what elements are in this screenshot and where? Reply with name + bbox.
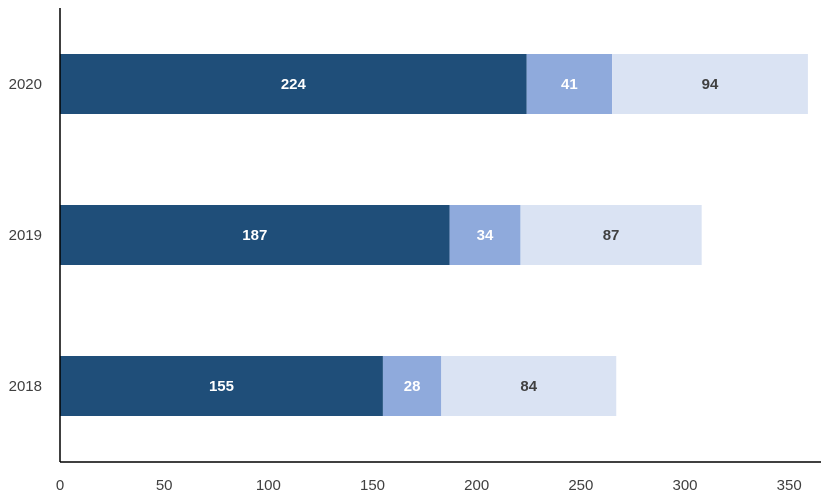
bar-2020-segment-1 (60, 54, 527, 114)
bar-2019-segment-1 (60, 205, 450, 265)
category-label-2020: 2020 (9, 76, 42, 93)
x-tick-label-150: 150 (360, 477, 385, 494)
data-label-2020-segment-1: 224 (281, 76, 307, 93)
data-label-2019-segment-2: 34 (477, 227, 494, 244)
bar-2018-segment-1 (60, 356, 383, 416)
x-tick-label-100: 100 (256, 477, 281, 494)
data-label-2018-segment-2: 28 (404, 378, 421, 395)
x-tick-label-0: 0 (56, 477, 64, 494)
x-tick-labels: 0 50 100 150 200 250 300 350 (56, 477, 802, 494)
x-tick-label-50: 50 (156, 477, 173, 494)
bar-2018-segment-3 (441, 356, 617, 416)
data-label-2019-segment-1: 187 (242, 227, 267, 244)
category-label-2018: 2018 (9, 378, 42, 395)
axes-group (59, 8, 821, 463)
data-label-2018-segment-1: 155 (209, 378, 234, 395)
data-labels-group: 224 41 94 187 34 87 155 28 84 (209, 76, 719, 395)
bar-2020-segment-3 (612, 54, 808, 114)
data-label-2020-segment-2: 41 (561, 76, 578, 93)
category-label-2019: 2019 (9, 227, 42, 244)
category-labels: 2020 2019 2018 (9, 76, 42, 395)
x-tick-label-200: 200 (464, 477, 489, 494)
bar-2019-segment-2 (449, 205, 521, 265)
data-label-2018-segment-3: 84 (520, 378, 537, 395)
bars-group (60, 54, 808, 416)
x-tick-label-300: 300 (672, 477, 697, 494)
data-label-2019-segment-3: 87 (603, 227, 620, 244)
x-tick-label-350: 350 (777, 477, 802, 494)
bar-2020-segment-2 (526, 54, 613, 114)
x-tick-label-250: 250 (568, 477, 593, 494)
bar-2018-segment-2 (382, 356, 442, 416)
bar-2019-segment-3 (520, 205, 702, 265)
data-label-2020-segment-3: 94 (702, 76, 719, 93)
